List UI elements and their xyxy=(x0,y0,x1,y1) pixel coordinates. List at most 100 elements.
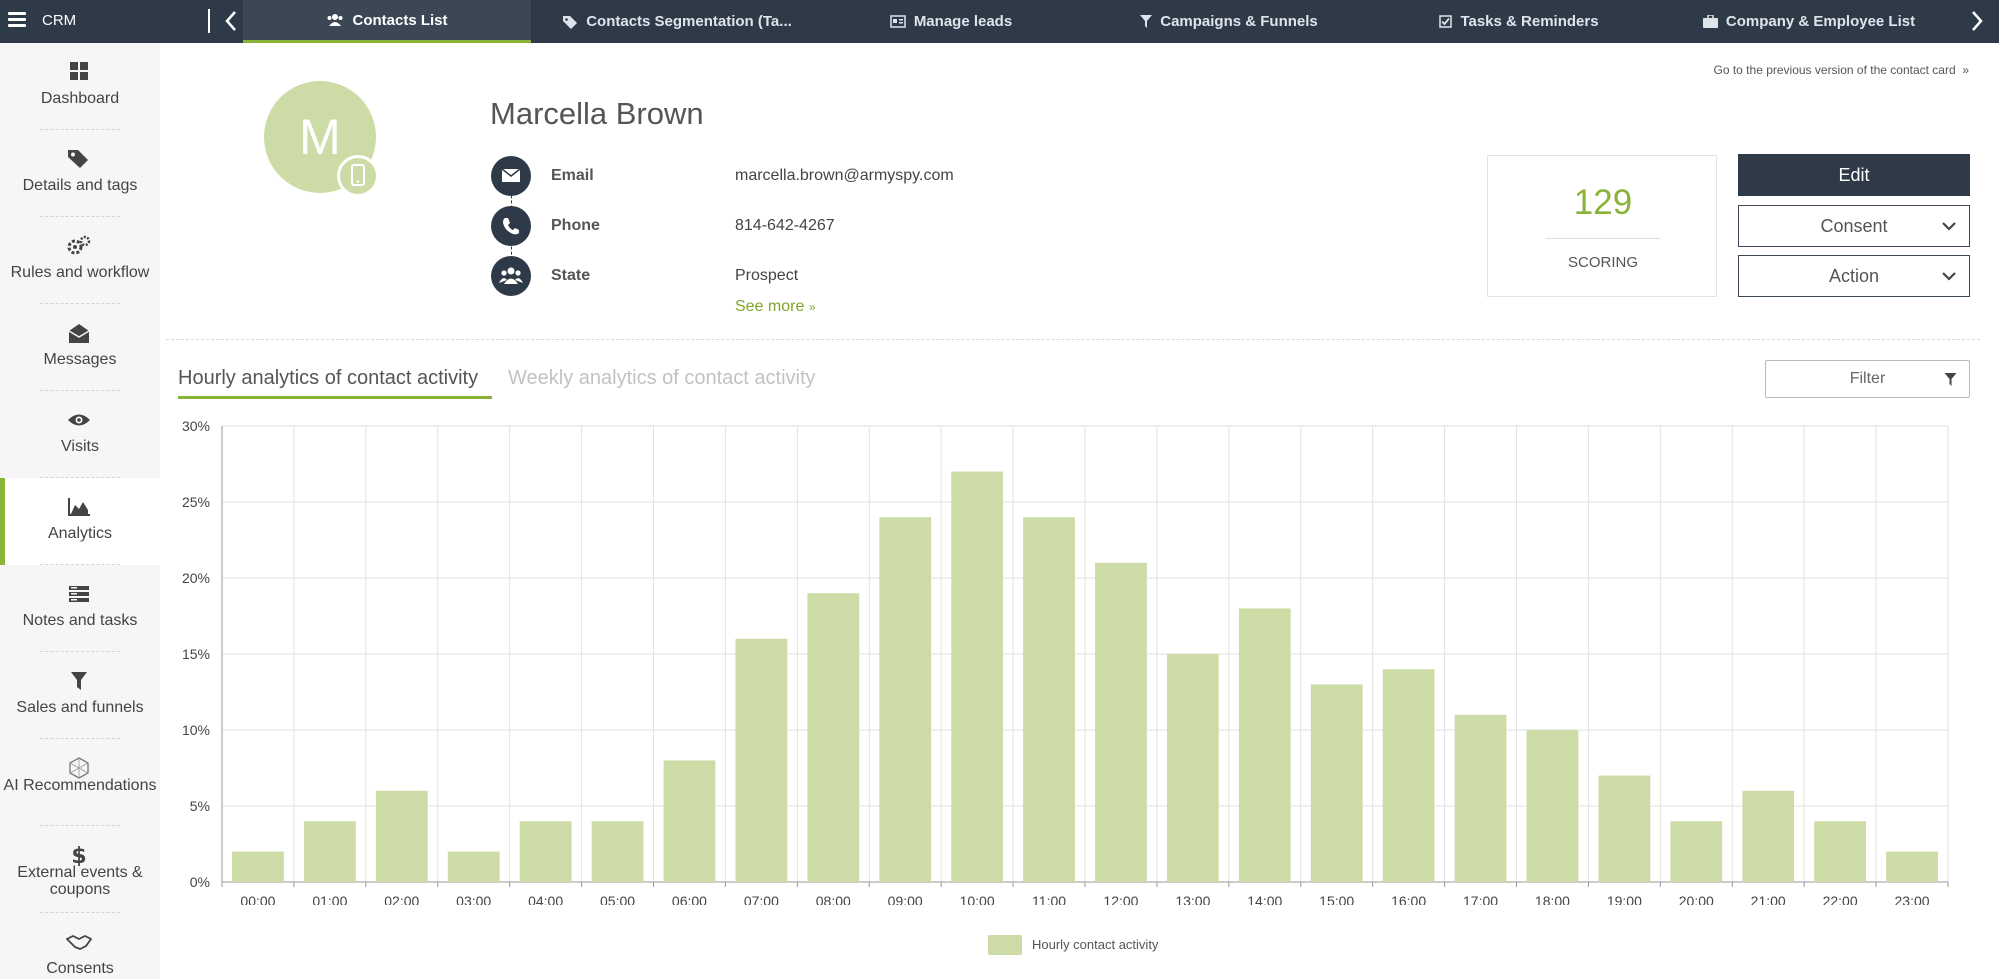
funnel-icon xyxy=(71,672,87,690)
y-tick-label: 25% xyxy=(182,494,210,510)
tab-hourly-analytics[interactable]: Hourly analytics of contact activity xyxy=(178,367,479,389)
sidebar-item-ai-recommendations[interactable]: AI Recommendations xyxy=(0,739,160,826)
chart-bar xyxy=(663,760,716,882)
divider xyxy=(40,651,120,652)
action-dropdown[interactable]: Action xyxy=(1738,255,1970,297)
x-tick-label: 09:00 xyxy=(888,893,923,905)
y-tick-label: 0% xyxy=(190,874,210,890)
email-value[interactable]: marcella.brown@armyspy.com xyxy=(735,167,954,184)
x-tick-label: 02:00 xyxy=(384,893,419,905)
tab-contacts-list[interactable]: Contacts List xyxy=(243,0,531,43)
sidebar-item-label: Analytics xyxy=(47,525,113,542)
sidebar-item-rules-and-workflow[interactable]: Rules and workflow xyxy=(0,217,160,304)
x-tick-label: 06:00 xyxy=(672,893,707,905)
tab-manage-leads[interactable]: Manage leads xyxy=(823,0,1079,43)
previous-version-link-text: Go to the previous version of the contac… xyxy=(1713,63,1956,77)
divider xyxy=(40,216,120,217)
sidebar-item-messages[interactable]: Messages xyxy=(0,304,160,391)
sidebar-item-label: Visits xyxy=(61,438,99,455)
chart-bar xyxy=(735,638,788,882)
sidebar-item-notes-and-tasks[interactable]: Notes and tasks xyxy=(0,565,160,652)
sidebar-item-label: Details and tags xyxy=(22,177,138,194)
tab-label: Company & Employee List xyxy=(1725,13,1916,30)
x-tick-label: 04:00 xyxy=(528,893,563,905)
double-chevron-right-icon: » xyxy=(1958,63,1969,77)
divider xyxy=(40,303,120,304)
users-icon xyxy=(327,14,343,26)
ai-icon xyxy=(69,757,89,779)
envelope-open-icon xyxy=(68,324,90,343)
sidebar-item-label: Messages xyxy=(43,351,117,368)
x-tick-label: 16:00 xyxy=(1391,893,1426,905)
divider xyxy=(40,912,120,913)
x-tick-label: 03:00 xyxy=(456,893,491,905)
divider xyxy=(208,9,210,33)
sidebar-item-external-events[interactable]: $ External events & coupons xyxy=(0,826,160,913)
chevron-down-icon xyxy=(1942,272,1956,281)
tab-label: Tasks & Reminders xyxy=(1460,13,1599,30)
sidebar-item-analytics[interactable]: Analytics xyxy=(0,478,160,565)
chart-bar xyxy=(807,593,860,882)
x-tick-label: 14:00 xyxy=(1247,893,1282,905)
app-name: CRM xyxy=(42,12,77,29)
scoring-value: 129 xyxy=(1573,183,1633,222)
phone-label: Phone xyxy=(551,217,600,234)
y-tick-label: 15% xyxy=(182,646,210,662)
x-tick-label: 18:00 xyxy=(1535,893,1570,905)
state-value: Prospect xyxy=(735,267,799,284)
chevron-left-icon[interactable] xyxy=(222,8,240,34)
legend-label: Hourly contact activity xyxy=(1032,937,1159,952)
phone-value[interactable]: 814-642-4267 xyxy=(735,217,835,234)
contact-name: Marcella Brown xyxy=(490,96,704,131)
section-divider xyxy=(166,339,1980,340)
legend-swatch xyxy=(988,935,1022,955)
sidebar-item-label: Dashboard xyxy=(40,90,120,107)
chart-bar xyxy=(879,517,932,882)
see-more-link[interactable]: See more » xyxy=(735,298,816,316)
tab-contacts-segmentation[interactable]: Contacts Segmentation (Ta... xyxy=(531,0,823,43)
active-tab-underline xyxy=(178,396,492,399)
see-more-text: See more xyxy=(735,298,805,315)
sidebar-item-consents[interactable]: Consents xyxy=(0,913,160,979)
chart-bar xyxy=(447,851,500,882)
chart-bar xyxy=(591,821,644,882)
menu-icon[interactable] xyxy=(8,12,26,28)
double-chevron-down-icon: » xyxy=(808,300,816,314)
sidebar-item-dashboard[interactable]: Dashboard xyxy=(0,43,160,130)
tab-label: Contacts List xyxy=(352,11,448,29)
phone-badge xyxy=(491,206,531,246)
chart-bar xyxy=(519,821,572,882)
chevron-right-icon[interactable] xyxy=(1968,8,1986,34)
sidebar-item-details-and-tags[interactable]: Details and tags xyxy=(0,130,160,217)
mobile-phone-icon xyxy=(351,164,365,186)
sidebar-item-label: Notes and tasks xyxy=(22,612,138,629)
edit-button[interactable]: Edit xyxy=(1738,154,1970,196)
sidebar-item-label: External events & coupons xyxy=(17,864,143,898)
tab-weekly-analytics[interactable]: Weekly analytics of contact activity xyxy=(508,367,816,389)
chart-bar xyxy=(1598,775,1651,882)
email-badge xyxy=(491,156,531,196)
chart-bar xyxy=(1670,821,1723,882)
chart-bar xyxy=(1095,562,1147,882)
x-tick-label: 10:00 xyxy=(960,893,995,905)
x-tick-label: 17:00 xyxy=(1463,893,1498,905)
notes-icon xyxy=(69,586,89,602)
email-label: Email xyxy=(551,167,594,184)
dashboard-icon xyxy=(70,62,88,80)
consent-dropdown[interactable]: Consent xyxy=(1738,205,1970,247)
tab-company-employee-list[interactable]: Company & Employee List xyxy=(1659,0,1959,43)
chart-bar xyxy=(232,851,284,882)
sidebar-item-label: Sales and funnels xyxy=(16,699,144,716)
state-badge xyxy=(491,256,531,296)
previous-version-link[interactable]: Go to the previous version of the contac… xyxy=(1714,63,1970,77)
mobile-device-badge xyxy=(337,155,379,197)
x-tick-label: 00:00 xyxy=(240,893,275,905)
state-label: State xyxy=(551,267,591,284)
sidebar-item-visits[interactable]: Visits xyxy=(0,391,160,478)
tab-tasks-reminders[interactable]: Tasks & Reminders xyxy=(1379,0,1659,43)
divider xyxy=(40,825,120,826)
sidebar-item-sales-and-funnels[interactable]: Sales and funnels xyxy=(0,652,160,739)
tab-campaigns-funnels[interactable]: Campaigns & Funnels xyxy=(1079,0,1379,43)
filter-button[interactable]: Filter xyxy=(1765,360,1970,398)
x-tick-label: 23:00 xyxy=(1895,893,1930,905)
